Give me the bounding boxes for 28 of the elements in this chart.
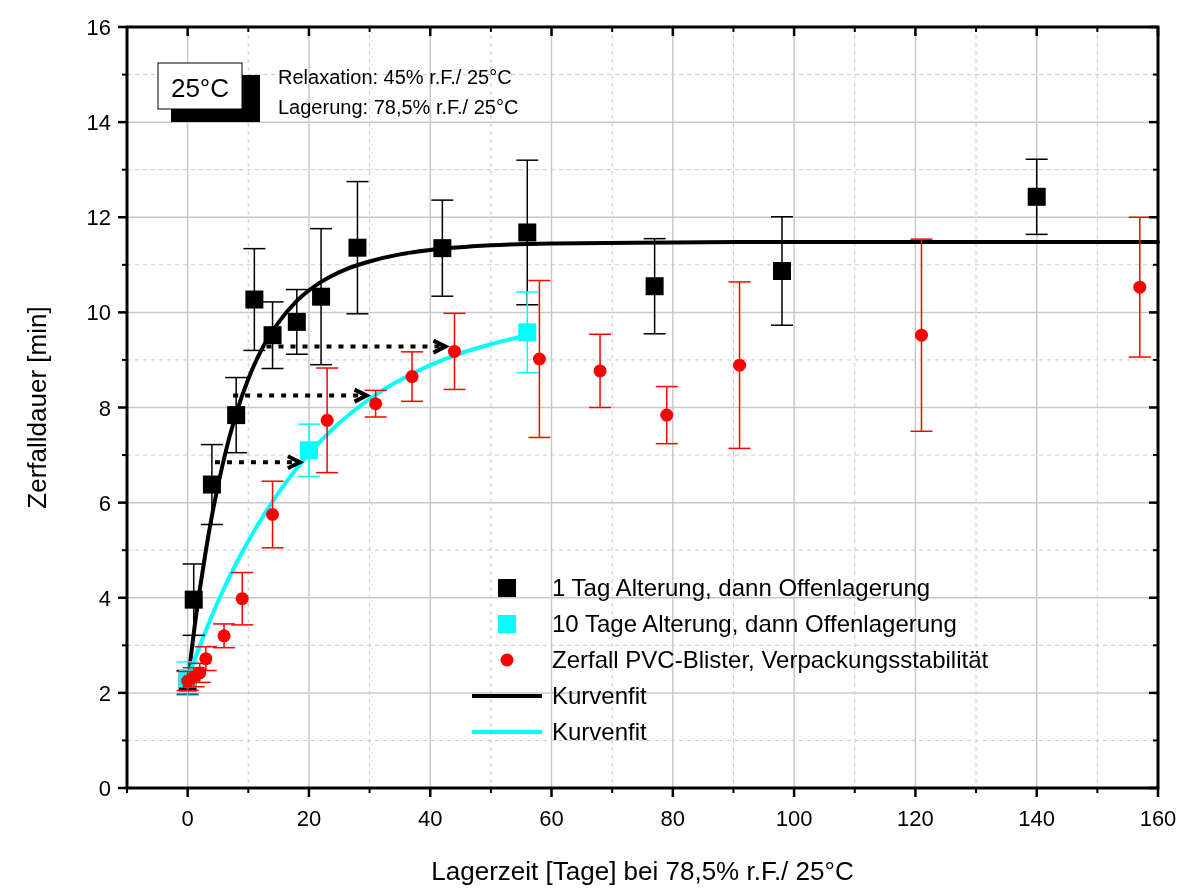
annotation: Relaxation: 45% r.F./ 25°C [278, 66, 512, 88]
x-tick-label: 100 [775, 806, 813, 831]
x-tick-label: 40 [417, 806, 443, 831]
y-tick-label: 6 [98, 490, 111, 516]
x-tick-label: 160 [1139, 806, 1177, 831]
y-tick-label: 0 [98, 776, 111, 801]
legend-label: 10 Tage Alterung, dann Offenlagerung [552, 610, 957, 637]
y-tick-label: 12 [86, 205, 111, 231]
x-tick-label: 140 [1018, 806, 1056, 831]
y-tick-label: 2 [98, 680, 111, 706]
legend-label: Kurvenfit [552, 718, 648, 745]
y-tick-label: 14 [86, 110, 111, 136]
x-tick-label: 0 [181, 806, 194, 831]
x-tick-label: 20 [296, 806, 322, 831]
x-tick-label: 60 [539, 806, 564, 831]
legend-label: Kurvenfit [552, 682, 648, 709]
y-tick-label: 4 [98, 585, 111, 611]
y-tick-label: 10 [86, 300, 111, 326]
legend-label: 1 Tag Alterung, dann Offenlagerung [552, 574, 931, 601]
annotation: Lagerung: 78,5% r.F./ 25°C [278, 96, 519, 118]
x-tick-label: 80 [660, 806, 686, 831]
x-tick-label: 120 [897, 806, 934, 831]
y-tick-label: 16 [86, 15, 111, 40]
x-axis-title: Lagerzeit [Tage] bei 78,5% r.F./ 25°C [431, 856, 854, 886]
legend-label: Zerfall PVC-Blister, Verpackungsstabilität [552, 646, 989, 673]
y-tick-label: 8 [98, 395, 111, 421]
y-axis-title: Zerfalldauer [min] [22, 306, 52, 509]
annotation: 25°C [170, 73, 230, 103]
